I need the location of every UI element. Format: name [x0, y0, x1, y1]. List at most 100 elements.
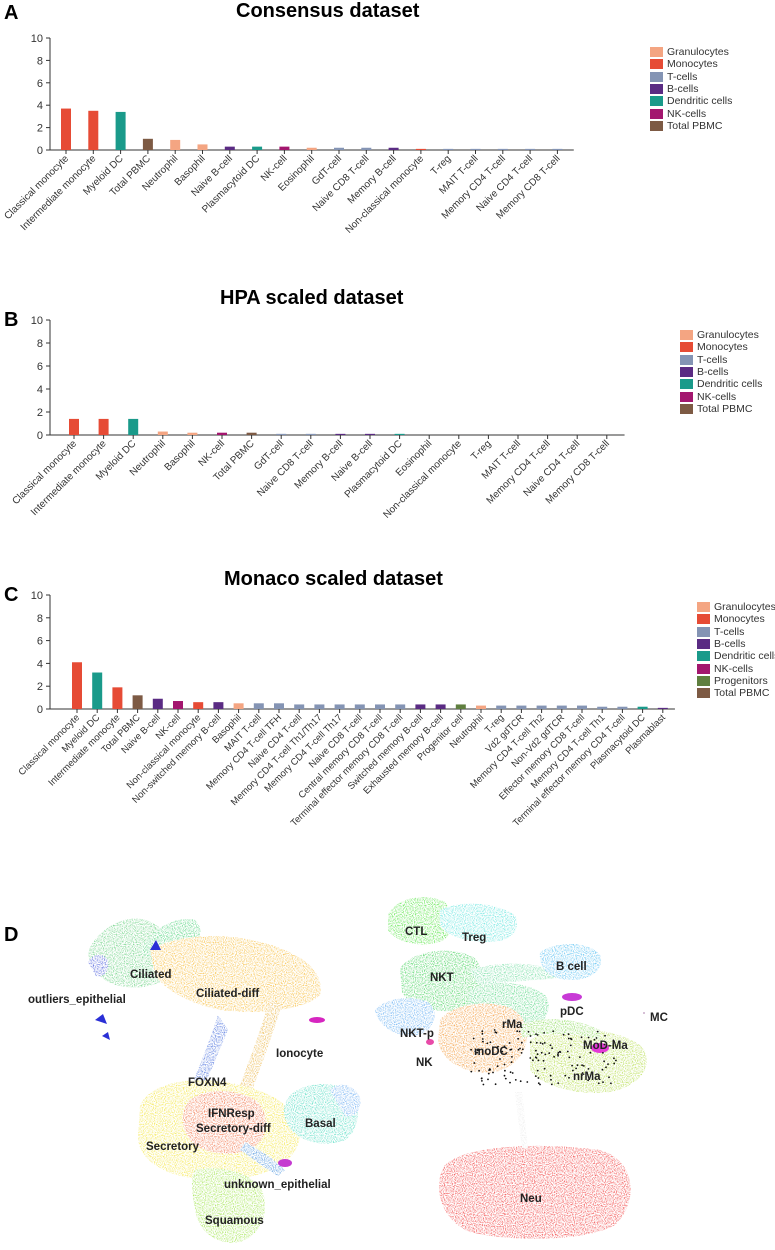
y-tick-label: 0: [37, 704, 43, 716]
umap-label-pdc: pDC: [560, 1006, 584, 1018]
umap-dot: [539, 1083, 541, 1086]
umap-dot: [480, 1077, 483, 1080]
umap-dot: [487, 1053, 489, 1056]
umap-dot: [569, 1044, 572, 1047]
umap-dot: [552, 1030, 555, 1033]
umap-dot: [511, 1072, 514, 1074]
umap-dot: [489, 1041, 492, 1044]
legend-swatch: [697, 638, 710, 649]
legend-item: NK-cells: [680, 391, 736, 403]
umap-dot: [593, 1038, 596, 1041]
umap-dot: [481, 1032, 484, 1035]
legend-swatch: [697, 602, 710, 612]
cluster-neu-stream: [515, 1092, 528, 1148]
cluster-nk: [426, 1039, 434, 1045]
umap-label-treg: Treg: [462, 932, 486, 944]
legend-label: NK-cells: [697, 390, 737, 403]
umap-dot: [519, 1080, 522, 1083]
legend-label: Granulocytes: [697, 329, 759, 341]
y-tick-label: 8: [37, 338, 43, 350]
umap-dot: [481, 1038, 484, 1040]
cluster-unknown-stream: [240, 1142, 285, 1176]
legend-swatch: [680, 354, 693, 365]
umap-dot: [543, 1032, 545, 1034]
umap-dot: [499, 1058, 501, 1060]
legend-label: Dendritic cells: [714, 650, 775, 663]
legend-item: B-cells: [680, 366, 729, 378]
umap-dot: [510, 1048, 513, 1051]
legend-item: Dendritic cells: [680, 378, 762, 390]
bar: [142, 138, 153, 150]
umap-dot: [473, 1062, 476, 1064]
legend-swatch: [680, 403, 693, 414]
cluster-nrma: [530, 1029, 647, 1093]
bar: [294, 704, 305, 709]
epithelial-umap: [88, 918, 361, 1243]
umap-dot: [518, 1030, 521, 1033]
bar: [115, 111, 126, 150]
bar: [187, 432, 198, 435]
umap-label-secretory: Secretory: [146, 1141, 200, 1153]
umap-dot: [476, 1051, 478, 1054]
umap-dot: [536, 1053, 539, 1056]
legend-label: B-cells: [714, 637, 746, 650]
umap-dot: [521, 1048, 524, 1051]
umap-label-mc: MC: [650, 1012, 668, 1024]
umap-dot: [581, 1064, 583, 1067]
legend-item: T-cells: [680, 354, 727, 366]
bar: [435, 704, 446, 709]
umap-dot: [478, 1048, 481, 1051]
umap-dot: [587, 1036, 590, 1039]
bar: [276, 433, 287, 435]
umap-dot: [562, 1033, 565, 1036]
umap-dot: [612, 1047, 615, 1049]
y-tick-label: 2: [37, 123, 43, 135]
umap-label-foxn4: FOXN4: [188, 1077, 227, 1089]
umap-dot: [514, 1079, 517, 1081]
bar: [217, 432, 227, 435]
panel-label-a: A: [4, 2, 19, 24]
legend-item: Monocytes: [680, 341, 748, 353]
umap-label-ctl: CTL: [405, 926, 427, 938]
umap-dot: [509, 1081, 511, 1084]
cluster-modc: [438, 1003, 527, 1073]
umap-dot: [602, 1081, 604, 1083]
legend-swatch: [680, 366, 693, 377]
bar: [552, 148, 563, 150]
legend-swatch: [697, 614, 710, 625]
umap-dot: [580, 1036, 583, 1039]
umap-dot: [487, 1072, 490, 1075]
umap-dot: [494, 1031, 497, 1033]
legend-item: Total PBMC: [697, 687, 769, 699]
umap-dot: [476, 1049, 479, 1052]
legend-label: NK-cells: [667, 107, 707, 120]
umap-dot: [504, 1077, 507, 1080]
legend-label: B-cells: [667, 82, 699, 95]
cluster-basal-blue: [330, 1084, 361, 1117]
bar: [455, 704, 466, 709]
y-tick-label: 4: [37, 658, 43, 670]
umap-dot: [535, 1033, 537, 1035]
bar: [98, 418, 109, 435]
legend-item: Total PBMC: [680, 403, 752, 415]
umap-dot: [550, 1083, 553, 1086]
bar: [246, 432, 257, 435]
bar: [354, 704, 365, 709]
umap-dot: [529, 1057, 532, 1059]
umap-dot: [509, 1071, 512, 1074]
umap-label-ionocyte: Ionocyte: [276, 1048, 323, 1060]
panel-label-b: B: [4, 309, 19, 331]
bar: [157, 431, 168, 435]
umap-dot: [535, 1049, 537, 1052]
bar: [128, 418, 139, 435]
panel-label-d: D: [4, 924, 19, 946]
legend-label: Dendritic cells: [667, 95, 733, 108]
bar: [173, 701, 183, 709]
legend-label: Dendritic cells: [697, 378, 763, 391]
umap-label-bcell: B cell: [556, 961, 587, 973]
umap-dot: [553, 1055, 555, 1058]
umap-dot: [613, 1057, 615, 1060]
legend-swatch: [650, 120, 663, 131]
